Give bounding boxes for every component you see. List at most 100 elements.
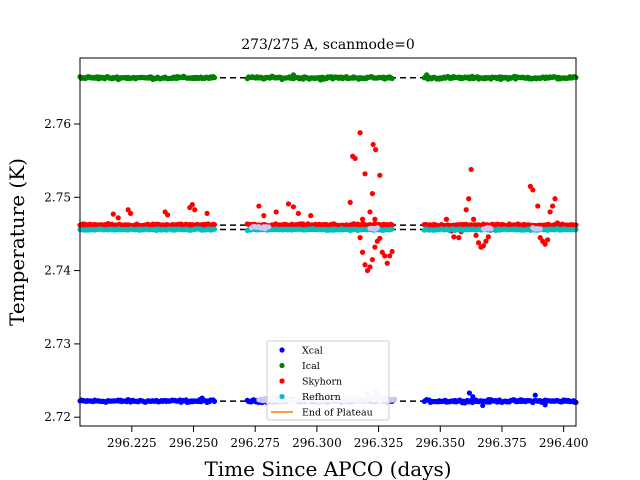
legend-label: Refhorn bbox=[302, 392, 341, 403]
data-point bbox=[532, 392, 538, 398]
data-point bbox=[527, 183, 533, 189]
data-point bbox=[115, 215, 121, 221]
data-point bbox=[308, 213, 314, 219]
x-tick-label: 296.300 bbox=[292, 436, 342, 450]
y-tick-label: 2.73 bbox=[44, 337, 71, 351]
legend-item-skyhorn: Skyhorn bbox=[279, 377, 342, 388]
x-tick-label: 296.325 bbox=[354, 436, 404, 450]
data-point bbox=[211, 75, 218, 81]
data-point bbox=[485, 234, 491, 240]
x-tick-label: 296.250 bbox=[169, 436, 219, 450]
data-point bbox=[392, 396, 398, 402]
overlay-series-4 bbox=[530, 225, 543, 232]
legend-label: Skyhorn bbox=[302, 377, 342, 388]
data-point bbox=[389, 248, 395, 255]
x-tick-label: 296.275 bbox=[230, 436, 280, 450]
legend-dot-marker bbox=[279, 378, 285, 384]
data-point bbox=[165, 212, 171, 218]
chart-title: 273/275 A, scanmode=0 bbox=[241, 37, 415, 53]
data-point bbox=[470, 216, 477, 222]
legend-item-refhorn: Refhorn bbox=[279, 392, 341, 403]
data-point bbox=[367, 264, 373, 270]
x-tick-label: 296.225 bbox=[107, 436, 157, 450]
data-point bbox=[379, 249, 385, 255]
data-point bbox=[266, 224, 272, 230]
legend: Xcal Ical Skyhorn Refhorn End of Plateau bbox=[266, 340, 390, 421]
data-point bbox=[261, 213, 267, 219]
data-point bbox=[290, 204, 297, 210]
legend-label: Xcal bbox=[302, 346, 323, 357]
overlay-series-3 bbox=[480, 225, 494, 232]
overlay-series-1 bbox=[248, 223, 272, 232]
data-point bbox=[456, 235, 462, 241]
legend-item-ical: Ical bbox=[279, 361, 320, 372]
x-tick-label: 296.350 bbox=[415, 436, 465, 450]
data-point bbox=[290, 72, 297, 78]
data-point bbox=[352, 155, 358, 162]
legend-dot-marker bbox=[279, 362, 285, 369]
data-point bbox=[545, 237, 551, 243]
data-point bbox=[389, 222, 395, 228]
data-point bbox=[372, 244, 378, 250]
y-tick-label: 2.74 bbox=[44, 264, 71, 278]
x-axis-label: Time Since APCO (days) bbox=[204, 457, 451, 480]
data-point bbox=[189, 202, 195, 208]
x-axis-ticks: 296.225 296.250 296.275 296.300 296.325 296.3… bbox=[107, 426, 588, 450]
overlay-series-2 bbox=[367, 225, 380, 232]
data-point bbox=[364, 267, 371, 274]
data-point bbox=[389, 226, 395, 232]
data-point bbox=[256, 203, 262, 209]
data-point bbox=[552, 196, 558, 202]
data-point bbox=[362, 262, 368, 268]
data-point bbox=[424, 72, 430, 78]
data-point bbox=[285, 201, 292, 207]
data-point bbox=[211, 398, 218, 404]
data-point bbox=[347, 199, 353, 206]
data-point bbox=[110, 211, 116, 217]
data-point bbox=[369, 191, 376, 197]
data-point bbox=[359, 249, 366, 255]
data-point bbox=[273, 209, 279, 215]
data-point bbox=[475, 240, 482, 246]
data-point bbox=[537, 235, 543, 241]
data-point bbox=[542, 402, 548, 408]
data-point bbox=[373, 147, 379, 153]
legend-dot-marker bbox=[279, 347, 285, 353]
data-point bbox=[374, 225, 380, 231]
data-point bbox=[480, 402, 486, 409]
data-point bbox=[377, 235, 383, 241]
legend-item-xcal: Xcal bbox=[279, 346, 323, 357]
data-point bbox=[537, 226, 543, 232]
data-point bbox=[389, 75, 395, 82]
data-point bbox=[384, 260, 390, 266]
data-point bbox=[295, 210, 301, 217]
data-point bbox=[488, 226, 494, 232]
data-point bbox=[377, 172, 383, 178]
data-point bbox=[359, 216, 366, 222]
data-point bbox=[443, 216, 450, 222]
y-tick-label: 2.72 bbox=[44, 410, 71, 424]
y-axis-ticks: 2.72 2.73 2.74 2.75 2.76 bbox=[44, 117, 80, 424]
data-point bbox=[473, 232, 479, 238]
data-point bbox=[463, 207, 469, 213]
data-point bbox=[470, 394, 476, 400]
legend-box bbox=[266, 340, 390, 421]
data-point bbox=[387, 253, 393, 259]
data-point bbox=[542, 241, 548, 247]
data-point bbox=[466, 196, 472, 202]
y-axis-label: Temperature (K) bbox=[5, 158, 29, 326]
data-point bbox=[318, 77, 324, 83]
data-point bbox=[382, 253, 388, 259]
data-point bbox=[357, 235, 363, 241]
x-tick-label: 296.400 bbox=[539, 436, 589, 450]
data-point bbox=[372, 216, 378, 222]
y-tick-label: 2.75 bbox=[44, 190, 71, 204]
legend-label: End of Plateau bbox=[302, 408, 373, 419]
data-point bbox=[211, 221, 218, 228]
y-tick-label: 2.76 bbox=[44, 117, 71, 131]
legend-label: Ical bbox=[302, 361, 320, 372]
data-point bbox=[127, 210, 134, 217]
x-tick-label: 296.375 bbox=[477, 436, 527, 450]
data-point bbox=[530, 187, 536, 193]
